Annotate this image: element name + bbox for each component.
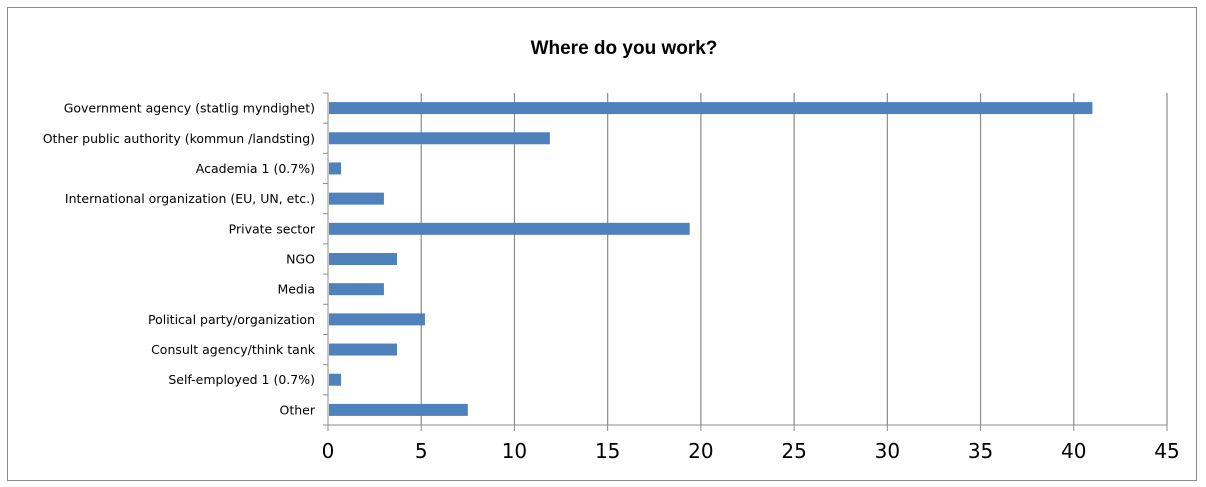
x-tick-label: 35 [968, 439, 993, 463]
x-tick-label: 20 [688, 439, 713, 463]
category-label: Political party/organization [148, 312, 315, 327]
bars [329, 102, 1093, 416]
bar [329, 192, 384, 205]
chart-title: Where do you work? [531, 38, 718, 59]
category-label: Consult agency/think tank [151, 342, 316, 357]
x-tick-label: 30 [875, 439, 900, 463]
bar [329, 132, 550, 145]
x-tick-label: 15 [595, 439, 620, 463]
category-label: Government agency (statlig myndighet) [64, 101, 315, 116]
bar [329, 253, 397, 265]
x-tick-label: 10 [502, 439, 527, 463]
axes [323, 92, 1168, 431]
x-tick-label: 40 [1061, 439, 1086, 463]
category-label: Private sector [229, 221, 316, 236]
tick-labels: 0 5 10 15 20 25 30 35 40 45 [322, 439, 1180, 463]
chart-frame [7, 7, 1197, 481]
bar [329, 373, 342, 386]
category-labels: Government agency (statlig myndighet) Oth… [43, 101, 316, 418]
x-tick-label: 25 [781, 439, 806, 463]
bar [329, 313, 425, 326]
category-label: Media [277, 282, 315, 297]
category-label: Other [280, 402, 316, 417]
x-tick-label: 0 [322, 439, 335, 463]
category-label: International organization (EU, UN, etc.… [65, 191, 315, 206]
bar [329, 403, 468, 416]
bar [329, 162, 342, 175]
category-label: Self-employed 1 (0.7%) [168, 372, 315, 387]
bar [329, 222, 690, 235]
category-label: Other public authority (kommun /landstin… [43, 131, 315, 146]
x-tick-label: 5 [415, 439, 428, 463]
bar [329, 343, 397, 356]
x-tick-label: 45 [1154, 439, 1179, 463]
bar [329, 102, 1093, 115]
gridlines [420, 93, 1168, 425]
bar [329, 283, 384, 296]
category-label: Academia 1 (0.7%) [196, 161, 315, 176]
category-label: NGO [286, 252, 315, 267]
